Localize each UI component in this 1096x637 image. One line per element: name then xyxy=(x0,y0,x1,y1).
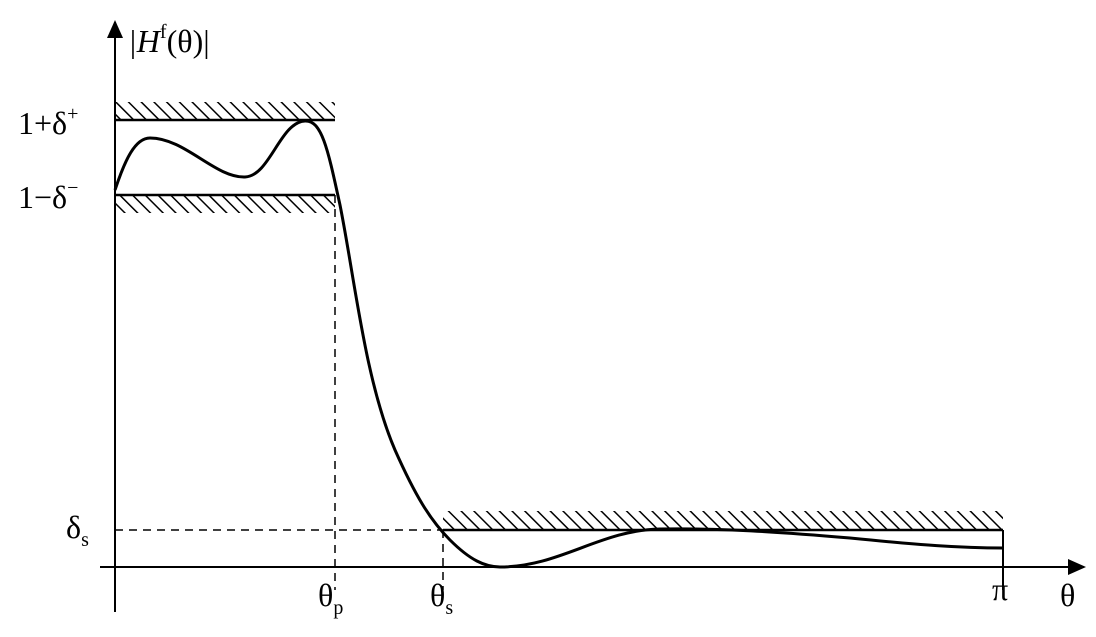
label-sup: − xyxy=(67,177,78,199)
stopband-level-label: δs xyxy=(66,509,89,551)
passband-edge-label: θp xyxy=(318,577,343,619)
lower-hatch xyxy=(115,196,335,213)
label-main: θ xyxy=(430,577,445,613)
stopband-edge-label: θs xyxy=(430,577,453,619)
label-main: 1+δ xyxy=(18,105,67,141)
label-main: θ xyxy=(318,577,333,613)
label-main: 1−δ xyxy=(18,179,67,215)
label-main: δ xyxy=(66,509,81,545)
x-axis-label: θ xyxy=(1060,577,1075,613)
label-sub: p xyxy=(333,597,343,619)
y-axis-label: |Hf(θ)| xyxy=(128,21,210,59)
lower-bound-label: 1−δ− xyxy=(18,177,78,215)
label-sup: f xyxy=(160,21,167,43)
label-sup: + xyxy=(67,103,78,125)
label-sub: s xyxy=(445,597,453,619)
pi-label: π xyxy=(992,571,1008,607)
stopband-hatch xyxy=(443,511,1003,529)
label-main: |H xyxy=(128,23,162,59)
label-tail: (θ)| xyxy=(167,23,210,59)
upper-bound-label: 1+δ+ xyxy=(18,103,78,141)
response-curve xyxy=(113,119,1004,569)
upper-hatch xyxy=(115,102,335,119)
label-sub: s xyxy=(81,529,89,551)
